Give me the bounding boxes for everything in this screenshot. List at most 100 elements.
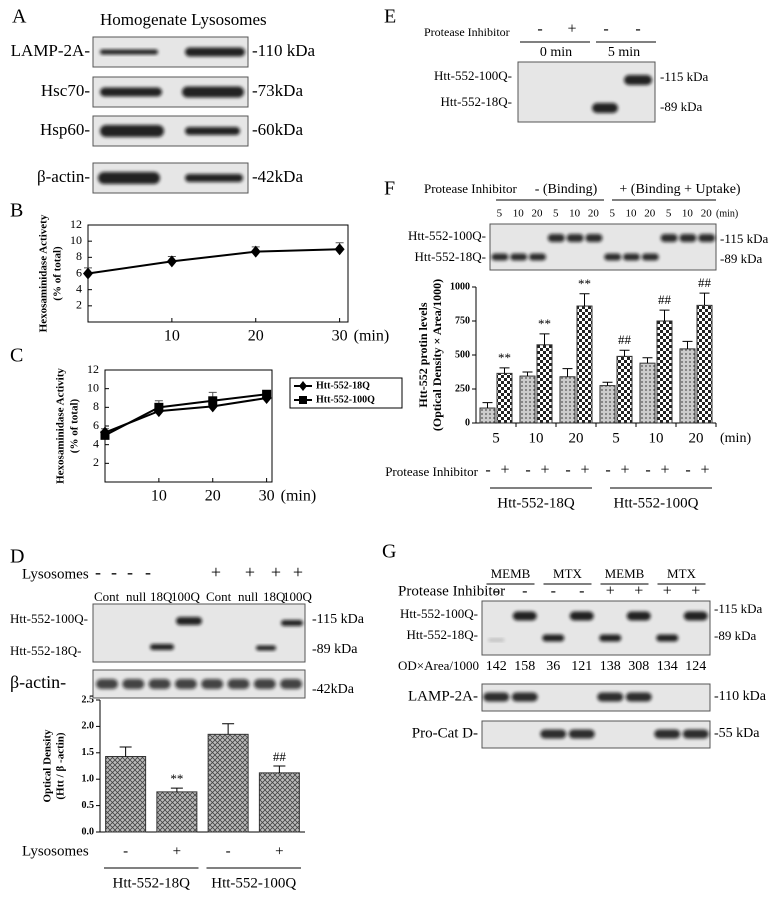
y-tick-label: 6 — [93, 418, 99, 432]
blot — [92, 603, 306, 663]
band — [597, 692, 624, 702]
sign: + — [660, 462, 669, 479]
size-label: -110 kDa — [714, 689, 767, 704]
band — [185, 174, 243, 182]
group-label: MEMB — [605, 566, 645, 581]
blot-label: LAMP-2A- — [408, 688, 478, 704]
band — [599, 634, 622, 642]
y-tick-label: 8 — [93, 399, 99, 413]
x-tick-label: 5 — [492, 430, 500, 446]
bar — [105, 755, 147, 833]
lane-label: null — [238, 589, 259, 604]
group-label: MTX — [667, 566, 697, 581]
time-label: 5 — [666, 208, 672, 220]
band — [185, 47, 245, 57]
marker — [334, 243, 345, 256]
band — [148, 679, 171, 689]
error-bar — [619, 349, 630, 357]
lane-label: Cont — [94, 589, 120, 604]
sign: + — [211, 562, 221, 582]
size-label: -89 kDa — [720, 251, 762, 266]
blot — [517, 61, 656, 123]
band — [540, 729, 567, 739]
bar — [639, 362, 656, 424]
y-tick-label: 12 — [87, 362, 99, 376]
row-label: Lysosomes — [22, 566, 89, 582]
od-value: 308 — [628, 659, 649, 674]
legend-label: Htt-552-100Q — [316, 394, 375, 405]
time-unit: (min) — [716, 208, 738, 219]
sign: - — [685, 462, 690, 479]
time-label: 10 — [569, 208, 581, 220]
band — [483, 692, 510, 702]
blot — [489, 223, 717, 271]
row-label: Protease Inhibitor — [385, 464, 478, 479]
sign: - — [522, 583, 527, 600]
group-label: Htt-552-18Q — [113, 875, 191, 891]
y-tick-label: 1.5 — [82, 747, 95, 758]
bar — [656, 320, 673, 424]
band — [510, 253, 528, 261]
y-tick-label: 2 — [76, 298, 82, 312]
band — [679, 234, 697, 242]
x-tick-label: + — [275, 843, 283, 859]
y-tick-label: 0 — [465, 417, 470, 428]
blot-label: β-actin- — [37, 167, 90, 186]
legend-marker — [299, 381, 307, 391]
bar — [536, 344, 553, 424]
error-bar — [699, 292, 710, 306]
legend-box — [289, 377, 403, 409]
y-tick-label: 0.0 — [82, 826, 95, 837]
x-tick-label: 10 — [151, 488, 167, 505]
marker — [83, 267, 93, 280]
od-value: 36 — [546, 659, 560, 674]
lane-label: null — [126, 589, 147, 604]
y-tick-label: 4 — [76, 281, 82, 295]
sign: - — [635, 21, 640, 38]
size-label: -115 kDa — [660, 69, 708, 84]
x-tick-label: 5 — [612, 430, 620, 446]
band — [281, 620, 303, 626]
sign: - — [603, 21, 608, 38]
band — [542, 634, 565, 642]
blot — [481, 720, 711, 749]
x-tick-label: 20 — [689, 430, 704, 446]
y-tick-label: 750 — [455, 315, 470, 326]
bar — [559, 376, 576, 424]
x-tick-label: 30 — [332, 328, 348, 345]
line — [87, 248, 340, 275]
x-axis-label: (min) — [720, 431, 751, 446]
plot-frame — [87, 224, 349, 323]
error-bar — [562, 368, 573, 377]
row-label: Protease Inhibitor — [424, 25, 510, 39]
sign: + — [606, 583, 615, 600]
sign: - — [485, 462, 490, 479]
size-label: -42kDa — [312, 682, 355, 697]
size-label: -73kDa — [252, 81, 303, 100]
band — [491, 253, 509, 261]
size-label: -60kDa — [252, 120, 303, 139]
sign: - — [537, 21, 542, 38]
annotation: ## — [618, 332, 632, 347]
error-bar — [273, 765, 286, 773]
y-tick-label: 2.5 — [82, 694, 95, 705]
y-axis-label: (Optical Density × Area/1000) — [430, 279, 444, 431]
band — [641, 253, 659, 261]
time-label: 5 min — [608, 45, 640, 60]
band — [547, 234, 565, 242]
band — [174, 679, 197, 689]
error-bar — [522, 371, 533, 377]
band — [682, 729, 709, 739]
bar — [207, 733, 249, 833]
row-label: Protease Inhibitor — [424, 181, 517, 196]
size-label: -115 kDa — [720, 231, 768, 246]
time-label: 5 — [609, 208, 615, 220]
sign: - — [145, 562, 151, 582]
band-label: Htt-552-100Q- — [434, 68, 512, 83]
x-tick-label: 10 — [529, 430, 544, 446]
band — [511, 692, 538, 702]
band — [656, 634, 679, 642]
panel-label: E — [384, 6, 396, 28]
panel-label: F — [384, 178, 395, 200]
bar — [258, 772, 300, 833]
